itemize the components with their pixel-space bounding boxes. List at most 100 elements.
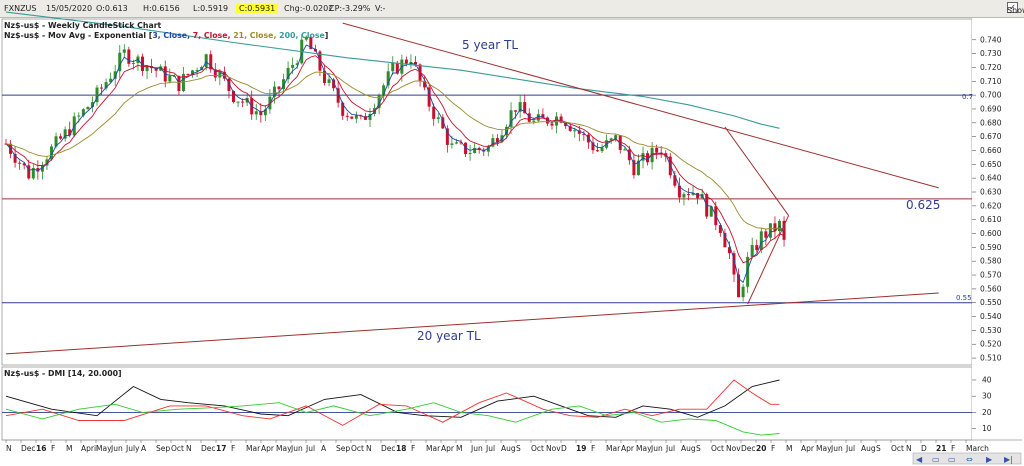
candle-body bbox=[468, 153, 472, 155]
scroll-left-icon[interactable]: ◀ bbox=[916, 455, 923, 464]
x-tick-label: M bbox=[456, 444, 462, 453]
candle-body bbox=[81, 109, 85, 116]
y-tick-label: 0.540 bbox=[980, 312, 1002, 321]
candle-body bbox=[773, 223, 777, 232]
candle-body bbox=[13, 153, 17, 163]
candle-body bbox=[473, 147, 477, 154]
x-tick-label: Jul bbox=[845, 444, 855, 453]
candle-body bbox=[386, 71, 390, 86]
candle-body bbox=[181, 73, 185, 91]
scrollbar-track[interactable] bbox=[912, 452, 1022, 465]
dmi-tick-label: 10 bbox=[982, 424, 992, 433]
candle-body bbox=[450, 143, 454, 145]
candle-body bbox=[687, 194, 690, 196]
x-tick-label: May bbox=[636, 444, 652, 453]
x-tick-label: 20 bbox=[756, 444, 766, 453]
x-tick-label: F bbox=[411, 444, 415, 453]
y-tick-group: 0.740 0.730 0.720 0.710 0.700 0.690 0.680 0.670… bbox=[972, 35, 1002, 363]
candle-body bbox=[218, 71, 222, 78]
y-tick-label: 0.650 bbox=[980, 160, 1002, 169]
dmi-series-line bbox=[5, 379, 780, 418]
candle-body bbox=[341, 102, 345, 116]
moving-averages bbox=[5, 11, 785, 284]
show-last-checkbox[interactable]: ✓ bbox=[1007, 2, 1018, 13]
candle-body bbox=[782, 220, 786, 240]
zoom-in-icon[interactable]: ▭ bbox=[948, 455, 956, 464]
candle-body bbox=[732, 253, 736, 275]
candle-body bbox=[345, 115, 349, 117]
candle-body bbox=[282, 79, 286, 90]
candle-body bbox=[768, 223, 772, 238]
scroll-end-icon[interactable]: ▶| bbox=[1004, 455, 1013, 464]
candle-body bbox=[227, 78, 231, 91]
tl5-annotation: 5 year TL bbox=[462, 38, 518, 52]
candle-body bbox=[427, 87, 431, 107]
x-tick-label: July bbox=[125, 444, 140, 453]
show-last-label: Show Last bbox=[1007, 6, 1024, 15]
candle-body bbox=[509, 110, 513, 127]
x-tick-label: Mar bbox=[426, 444, 441, 453]
candle-body bbox=[286, 67, 290, 80]
candle-body bbox=[445, 128, 449, 145]
y-tick-label: 0.680 bbox=[980, 118, 1002, 127]
candle-body bbox=[354, 115, 358, 119]
y-tick-label: 0.570 bbox=[980, 271, 1002, 280]
candle-body bbox=[614, 135, 618, 139]
candle-body bbox=[245, 98, 249, 103]
scroll-controls[interactable]: ◀ ▭ ▭ ⇔ ▶ ▶| bbox=[912, 452, 1022, 465]
candle-body bbox=[350, 116, 354, 119]
zoom-out-icon[interactable]: ▭ bbox=[932, 455, 940, 464]
candle-body bbox=[50, 146, 53, 160]
dmi-series-line bbox=[5, 402, 780, 436]
x-tick-label: N bbox=[906, 444, 912, 453]
candle-body bbox=[159, 66, 163, 71]
y-tick-label: 0.550 bbox=[980, 298, 1002, 307]
x-tick-label: Nov bbox=[726, 444, 741, 453]
fit-icon[interactable]: ⇔ bbox=[966, 455, 973, 464]
dmi-tick-label: 40 bbox=[982, 375, 992, 384]
x-tick-label: F bbox=[231, 444, 235, 453]
candle-body bbox=[737, 274, 741, 298]
chart-title: Nz$-us$ - Weekly CandleStick Chart bbox=[4, 21, 162, 30]
dmi-tick-label: 30 bbox=[982, 392, 992, 401]
candle-body bbox=[145, 66, 149, 72]
x-tick-label: Jun bbox=[290, 444, 303, 453]
candle-body bbox=[527, 113, 531, 122]
candle-body bbox=[464, 142, 468, 155]
candle-body bbox=[591, 142, 595, 151]
x-tick-label: Aug bbox=[861, 444, 876, 453]
candle-body bbox=[90, 102, 94, 108]
candle-body bbox=[368, 113, 372, 120]
x-tick-label: Nov bbox=[546, 444, 561, 453]
x-tick-label: F bbox=[591, 444, 595, 453]
x-tick-label: F bbox=[951, 444, 955, 453]
x-tick-label: Mar bbox=[246, 444, 261, 453]
candle-body bbox=[213, 69, 217, 78]
candle-body bbox=[568, 126, 572, 131]
y-tick-label: 0.710 bbox=[980, 77, 1002, 86]
candle-body bbox=[409, 62, 413, 64]
show-last-toggle[interactable]: ✓ Show Last bbox=[1007, 2, 1024, 15]
y-tick-label: 0.600 bbox=[980, 229, 1002, 238]
x-tick-label: Oct bbox=[891, 444, 904, 453]
x-tick-label: Jun bbox=[470, 444, 483, 453]
candle-body bbox=[623, 149, 627, 151]
candle-body bbox=[441, 117, 445, 129]
y-tick-label: 0.560 bbox=[980, 284, 1002, 293]
x-tick-label: S bbox=[516, 444, 521, 453]
low-value: L:0.5919 bbox=[193, 4, 229, 13]
x-tick-label: Dec bbox=[201, 444, 216, 453]
ema200-line bbox=[5, 11, 780, 129]
y-tick-label: 0.740 bbox=[980, 35, 1002, 44]
candle-body bbox=[54, 136, 58, 147]
date-label: 15/05/2020 bbox=[46, 4, 93, 13]
y-tick-label: 0.510 bbox=[980, 354, 1002, 363]
candle-body bbox=[495, 138, 499, 143]
level-055-annotation: 0.55 bbox=[956, 294, 972, 302]
candle-body bbox=[414, 62, 417, 65]
price-axis bbox=[972, 19, 1022, 440]
candle-body bbox=[477, 147, 481, 150]
scroll-right-icon[interactable]: ▶ bbox=[986, 455, 993, 464]
